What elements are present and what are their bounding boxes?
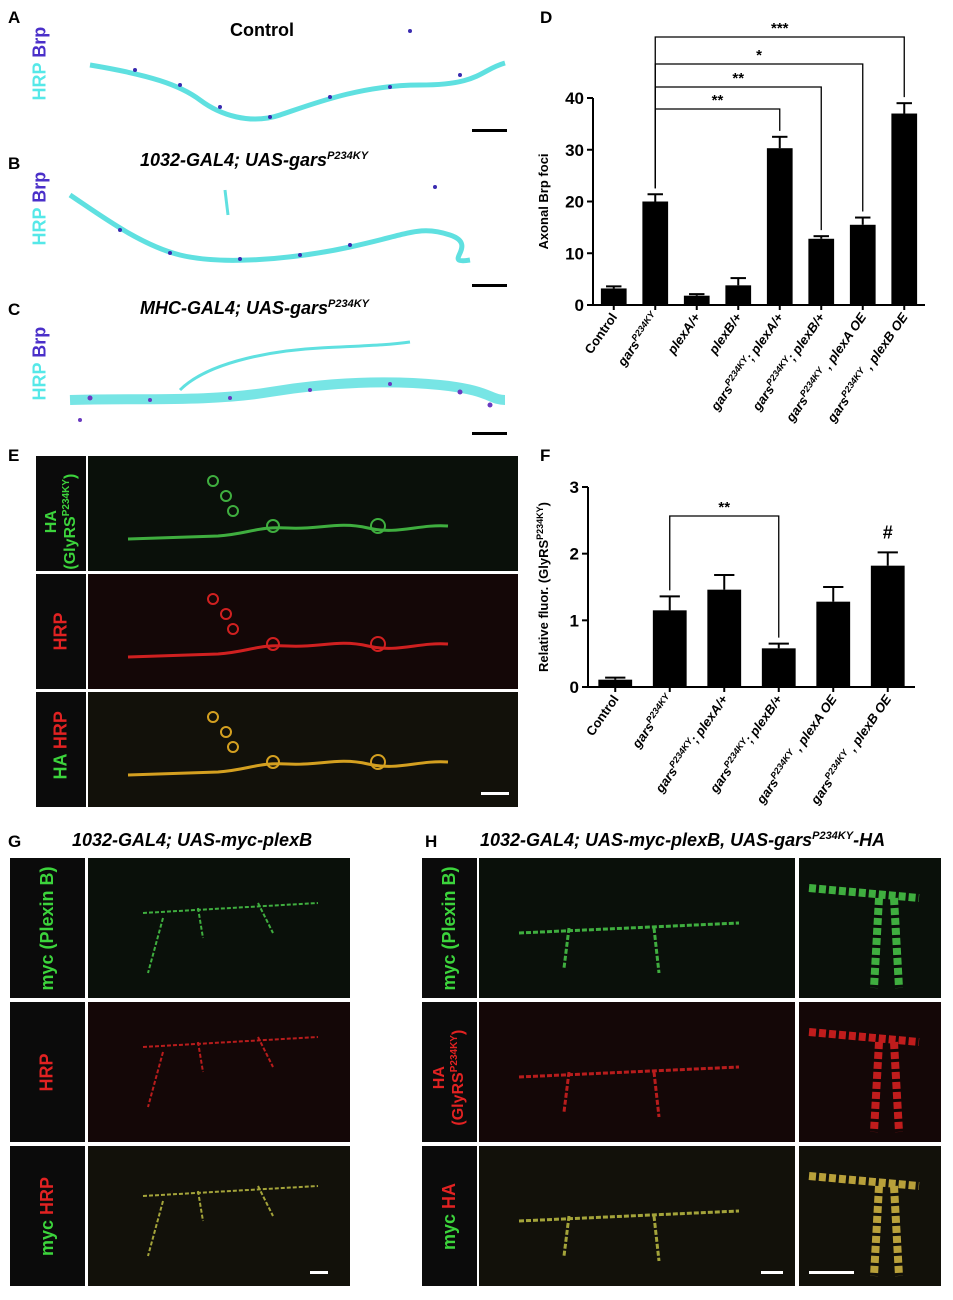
panel-h-myc-image xyxy=(479,858,795,998)
bar xyxy=(683,295,710,305)
panel-h-scale-bar xyxy=(761,1271,783,1274)
panel-label-h: H xyxy=(425,832,438,851)
panel-h-ha-zoom-image xyxy=(799,1002,941,1142)
panel-h-zoom-scale-bar xyxy=(809,1271,854,1274)
category-label: garsP234KY; plexB/+ xyxy=(748,309,828,414)
y-tick-label: 1 xyxy=(570,611,579,630)
category-label: garsP234KY , plexB OE xyxy=(823,309,911,425)
category-label: garsP234KY; plexA/+ xyxy=(706,309,786,414)
category-label: plexB/+ xyxy=(705,310,745,358)
y-tick-label: 0 xyxy=(575,296,584,315)
panel-e-scale-bar xyxy=(481,792,509,795)
panel-label-b: B xyxy=(8,154,21,173)
category-label: garsP234KY xyxy=(613,309,662,370)
y-axis-label: Relative fluor. (GlyRSP234KY) xyxy=(535,502,551,672)
panel-a-axon-image xyxy=(89,29,506,122)
bar xyxy=(870,565,905,687)
panel-e-ha-image xyxy=(88,456,518,571)
bar xyxy=(891,113,918,306)
category-label: plexA/+ xyxy=(664,310,704,358)
panel-g-myc-image xyxy=(88,858,350,998)
bar xyxy=(816,601,851,687)
panel-e-row3-label-box: HA HRP xyxy=(36,692,86,807)
significance-label: *** xyxy=(771,20,789,37)
panel-b-stain-label: HRP Brp xyxy=(29,171,50,246)
bar xyxy=(766,148,793,305)
panel-b-title: 1032-GAL4; UAS-garsP234KY xyxy=(140,150,369,170)
panel-e-merge-image xyxy=(88,692,518,807)
panel-h-row1-label-box: myc (Plexin B) xyxy=(422,858,477,998)
panel-h-merge-image xyxy=(479,1146,795,1286)
panel-label-e: E xyxy=(8,446,20,465)
panel-label-g: G xyxy=(8,832,22,851)
bar xyxy=(849,224,876,305)
panel-a-stain-label: HRP Brp xyxy=(29,26,50,101)
significance-label: ** xyxy=(732,70,744,87)
significance-label: ** xyxy=(712,92,724,109)
bar xyxy=(600,288,627,305)
panel-g-row1-label-box: myc (Plexin B) xyxy=(10,858,85,998)
panel-c-title: MHC-GAL4; UAS-garsP234KY xyxy=(140,298,369,318)
panel-h-row2-label-box: HA (GlyRSP234KY) xyxy=(422,1002,477,1142)
bar xyxy=(761,648,796,687)
y-tick-label: 30 xyxy=(565,141,584,160)
panel-f-bar-chart: 0 1 2 3 Relative fluor. (GlyRSP234KY) Control… xyxy=(535,478,915,808)
y-tick-label: 10 xyxy=(565,244,584,263)
bar xyxy=(642,201,669,305)
significance-label: * xyxy=(756,47,762,64)
panel-a-title: Control xyxy=(230,20,294,40)
category-label: Control xyxy=(581,310,620,356)
y-tick-label: 20 xyxy=(565,193,584,212)
panel-g-title: 1032-GAL4; UAS-myc-plexB xyxy=(72,830,313,850)
panel-label-f: F xyxy=(540,446,551,465)
panel-g-hrp-image xyxy=(88,1002,350,1142)
panel-c-axon-image xyxy=(69,340,506,422)
panel-b-axon-image xyxy=(68,185,471,264)
panel-h-myc-zoom-image xyxy=(799,858,941,998)
panel-h-merge-zoom-image xyxy=(799,1146,941,1286)
panel-g-row3-label-box: myc HRP xyxy=(10,1146,85,1286)
significance-bracket xyxy=(669,515,780,638)
panel-e-hrp-image xyxy=(88,574,518,689)
panel-a-scale-bar xyxy=(472,129,507,132)
bar xyxy=(598,679,633,687)
panel-label-a: A xyxy=(8,8,21,27)
significance-bracket xyxy=(654,36,905,189)
bar xyxy=(707,589,742,687)
panel-e-row1-label-box: HA (GlyRSP234KY) xyxy=(36,456,86,571)
panel-c-scale-bar xyxy=(472,432,507,435)
panel-g-row2-label-box: HRP xyxy=(10,1002,85,1142)
y-tick-label: 3 xyxy=(570,478,579,497)
panel-label-d: D xyxy=(540,8,553,27)
panel-c-stain-label: HRP Brp xyxy=(29,326,50,401)
y-tick-label: 0 xyxy=(570,678,579,697)
panel-b-scale-bar xyxy=(472,284,507,287)
category-label: garsP234KY xyxy=(628,691,677,752)
y-tick-label: 2 xyxy=(570,545,579,564)
panel-e-row2-label-box: HRP xyxy=(36,574,86,689)
panel-h-title: 1032-GAL4; UAS-myc-plexB, UAS-garsP234KY… xyxy=(480,830,886,850)
bar xyxy=(725,285,752,305)
category-label: Control xyxy=(583,692,622,738)
annotation-label: # xyxy=(883,522,893,542)
significance-bracket xyxy=(654,108,781,189)
panel-h-row3-label-box: myc HA xyxy=(422,1146,477,1286)
significance-bracket xyxy=(654,63,864,212)
y-tick-label: 40 xyxy=(565,89,584,108)
bar xyxy=(652,610,687,687)
panel-h-ha-image xyxy=(479,1002,795,1142)
panel-label-c: C xyxy=(8,300,21,319)
panel-g-scale-bar xyxy=(310,1271,328,1274)
significance-label: ** xyxy=(718,499,730,516)
bar xyxy=(808,238,835,305)
y-axis-label: Axonal Brp foci xyxy=(536,153,551,249)
panel-g-merge-image xyxy=(88,1146,350,1286)
